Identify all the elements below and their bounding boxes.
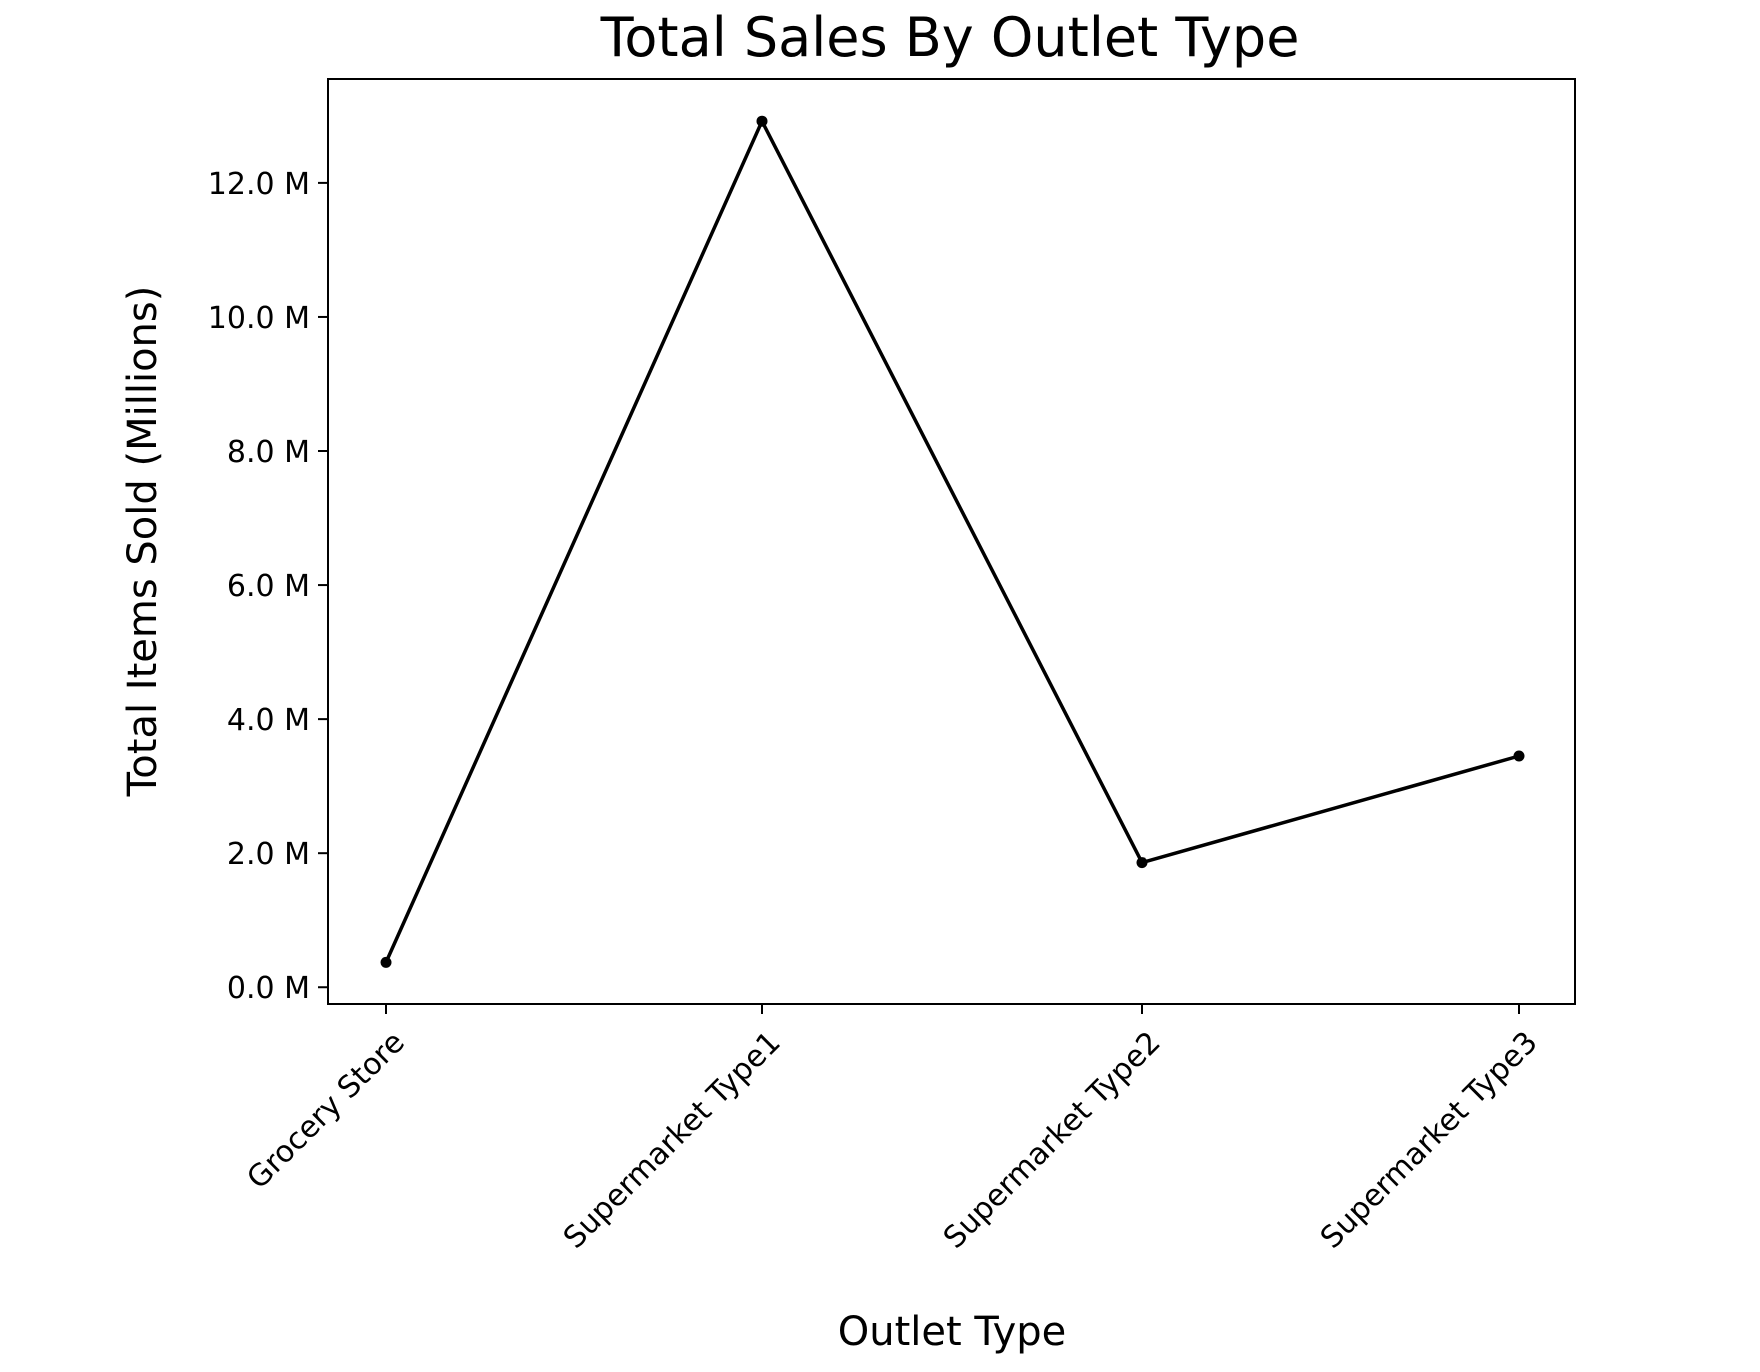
data-point [380,956,392,968]
y-tick-label: 0.0 M [227,971,310,1006]
x-tick-label: Supermarket Type1 [557,1025,788,1256]
x-axis-label: Outlet Type [838,1309,1067,1355]
series-layer [380,115,1525,968]
y-tick-label: 4.0 M [227,703,310,738]
chart-title: Total Sales By Outlet Type [600,6,1300,69]
y-axis: 0.0 M 2.0 M 4.0 M 6.0 M 8.0 M 10.0 M 12.0 M [208,167,328,1006]
x-axis: Grocery Store Supermarket Type1 Supermarke… [240,1004,1545,1256]
x-tick-label: Grocery Store [240,1025,411,1196]
data-point [1513,750,1525,762]
series-line [384,117,1520,964]
y-axis-label: Total Items Sold (Millions) [120,286,166,798]
x-tick-label: Supermarket Type2 [937,1025,1168,1256]
plot-frame [327,78,1576,1005]
y-tick-label: 2.0 M [227,837,310,872]
data-point [1136,857,1148,869]
data-point [756,115,768,127]
x-tick-label: Supermarket Type3 [1314,1025,1545,1256]
y-tick-label: 10.0 M [208,301,310,336]
y-tick-label: 12.0 M [208,167,310,202]
y-tick-label: 8.0 M [227,435,310,470]
y-tick-label: 6.0 M [227,569,310,604]
